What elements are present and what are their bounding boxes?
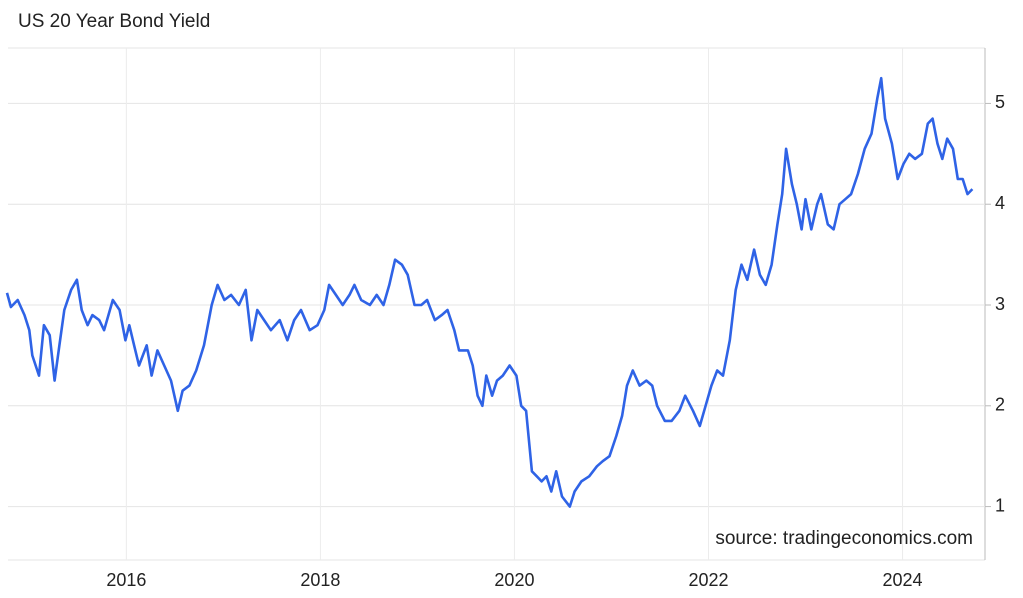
- y-tick-label: 2: [995, 395, 1005, 415]
- source: source: tradingeconomics.com: [715, 528, 973, 549]
- x-tick-label: 2024: [883, 570, 923, 590]
- y-tick-label: 1: [995, 495, 1005, 515]
- y-tick-label: 5: [995, 92, 1005, 112]
- y-tick-label: 4: [995, 193, 1005, 213]
- y-tick-label: 3: [995, 294, 1005, 314]
- x-tick-label: 2022: [688, 570, 728, 590]
- chart-title: US 20 Year Bond Yield: [18, 11, 210, 32]
- x-tick-label: 2018: [300, 570, 340, 590]
- line-series: [5, 76, 974, 508]
- x-tick-label: 2016: [106, 570, 146, 590]
- x-tick-label: 2020: [494, 570, 534, 590]
